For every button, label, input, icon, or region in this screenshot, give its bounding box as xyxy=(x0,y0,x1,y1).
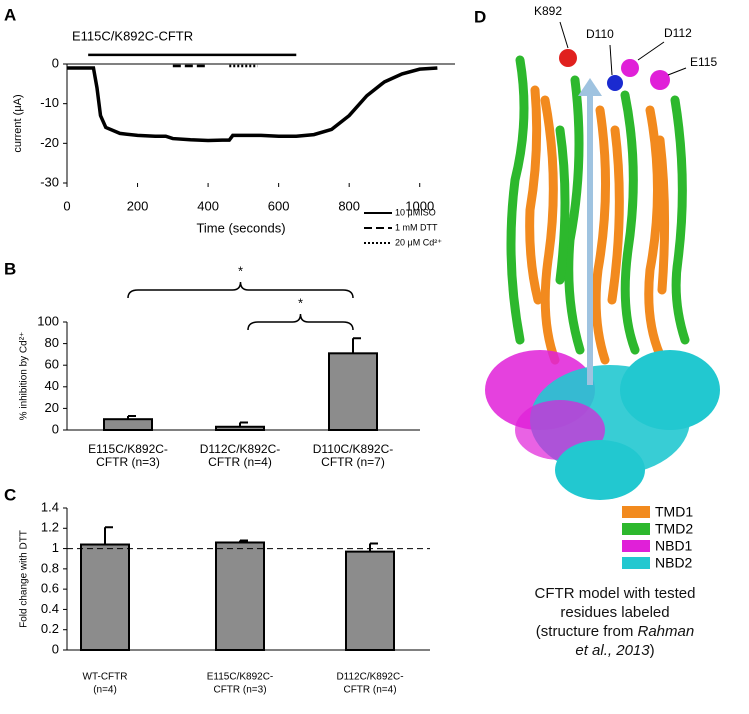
error-bar xyxy=(239,421,248,427)
error-bar xyxy=(239,539,248,543)
y-tick-label: 0 xyxy=(52,55,59,70)
panel-label: B xyxy=(4,259,16,278)
residue-label: D112 xyxy=(664,26,692,40)
caption-text: ) xyxy=(649,642,655,659)
x-tick-label: CFTR (n=4) xyxy=(343,685,396,696)
legend-swatch xyxy=(622,523,650,535)
x-tick-label: 200 xyxy=(127,198,149,213)
y-tick-label: -30 xyxy=(40,174,59,189)
error-bar xyxy=(369,542,378,552)
x-tick-label: CFTR (n=7) xyxy=(321,455,385,469)
structure-drawing xyxy=(485,21,720,500)
legend-label: 20 μM Cd²⁺ xyxy=(395,237,442,247)
y-axis-label: current (μA) xyxy=(12,94,24,152)
x-tick-label: WT-CFTR xyxy=(83,672,128,683)
bar xyxy=(215,425,265,432)
bar xyxy=(103,418,153,432)
caption-citation: Rahman et al., 2013 xyxy=(575,623,695,659)
y-tick-label: 0.8 xyxy=(41,560,59,575)
x-tick-label: 0 xyxy=(63,198,70,213)
residue-label: D110 xyxy=(586,27,614,41)
y-tick-label: 0.6 xyxy=(41,581,59,596)
x-axis-label: Time (seconds) xyxy=(196,220,285,235)
residue-label: E115 xyxy=(690,55,717,69)
significance-label: * xyxy=(298,295,303,310)
legend-label: NBD1 xyxy=(655,538,693,554)
bar xyxy=(215,541,265,651)
x-tick-label: D112C/K892C- xyxy=(200,442,280,456)
panel-label: C xyxy=(4,485,16,504)
x-tick-label: D110C/K892C- xyxy=(313,442,393,456)
x-tick-label: (n=4) xyxy=(93,685,117,696)
significance-label: * xyxy=(238,263,243,278)
panel-label: A xyxy=(4,5,16,24)
y-axis-label: Fold change with DTT xyxy=(19,530,30,628)
significance-bracket xyxy=(127,281,354,299)
bar xyxy=(328,352,378,432)
y-tick-label: 100 xyxy=(37,313,59,328)
y-tick-label: 80 xyxy=(45,335,59,350)
y-axis-label: % inhibition by Cd²⁺ xyxy=(19,332,30,421)
residue-label: K892 xyxy=(534,4,562,18)
x-tick-label: CFTR (n=3) xyxy=(213,685,266,696)
y-tick-label: 40 xyxy=(45,378,59,393)
y-tick-label: -10 xyxy=(40,95,59,110)
caption: CFTR model with tested residues labeled … xyxy=(530,584,700,660)
y-tick-label: 20 xyxy=(45,400,59,415)
x-tick-label: 400 xyxy=(197,198,219,213)
legend-swatch xyxy=(622,506,650,518)
caption-text: CFTR model with tested residues labeled … xyxy=(534,585,696,640)
legend-label: 10 μMISO xyxy=(395,207,436,217)
x-tick-label: 800 xyxy=(338,198,360,213)
legend-swatch xyxy=(622,557,650,569)
bar xyxy=(345,550,395,651)
error-bar xyxy=(127,414,136,420)
y-tick-label: 0 xyxy=(52,421,59,436)
significance-bracket xyxy=(247,313,354,331)
x-tick-label: CFTR (n=4) xyxy=(208,455,272,469)
panel-label: D xyxy=(474,7,486,26)
y-tick-label: 1.4 xyxy=(41,499,59,514)
error-bar xyxy=(352,337,361,354)
legend-label: NBD2 xyxy=(655,555,693,571)
annotation: E115C/K892C-CFTR xyxy=(72,28,193,43)
x-tick-label: 600 xyxy=(268,198,290,213)
legend-swatch xyxy=(622,540,650,552)
y-tick-label: 1 xyxy=(52,540,59,555)
error-bar xyxy=(104,526,113,545)
y-tick-label: 0.4 xyxy=(41,601,59,616)
legend-label: 1 mM DTT xyxy=(395,222,438,232)
y-tick-label: 0 xyxy=(52,641,59,656)
y-tick-label: 1.2 xyxy=(41,520,59,535)
y-tick-label: -20 xyxy=(40,135,59,150)
legend-label: TMD1 xyxy=(655,504,693,520)
y-tick-label: 60 xyxy=(45,357,59,372)
y-tick-label: 0.2 xyxy=(41,621,59,636)
x-tick-label: E115C/K892C- xyxy=(88,442,168,456)
series-line xyxy=(67,66,438,143)
x-tick-label: E115C/K892C- xyxy=(207,672,274,683)
x-tick-label: CFTR (n=3) xyxy=(96,455,160,469)
x-tick-label: 1000 xyxy=(405,198,434,213)
bar xyxy=(80,543,130,651)
x-tick-label: D112C/K892C- xyxy=(336,672,403,683)
legend-label: TMD2 xyxy=(655,521,693,537)
